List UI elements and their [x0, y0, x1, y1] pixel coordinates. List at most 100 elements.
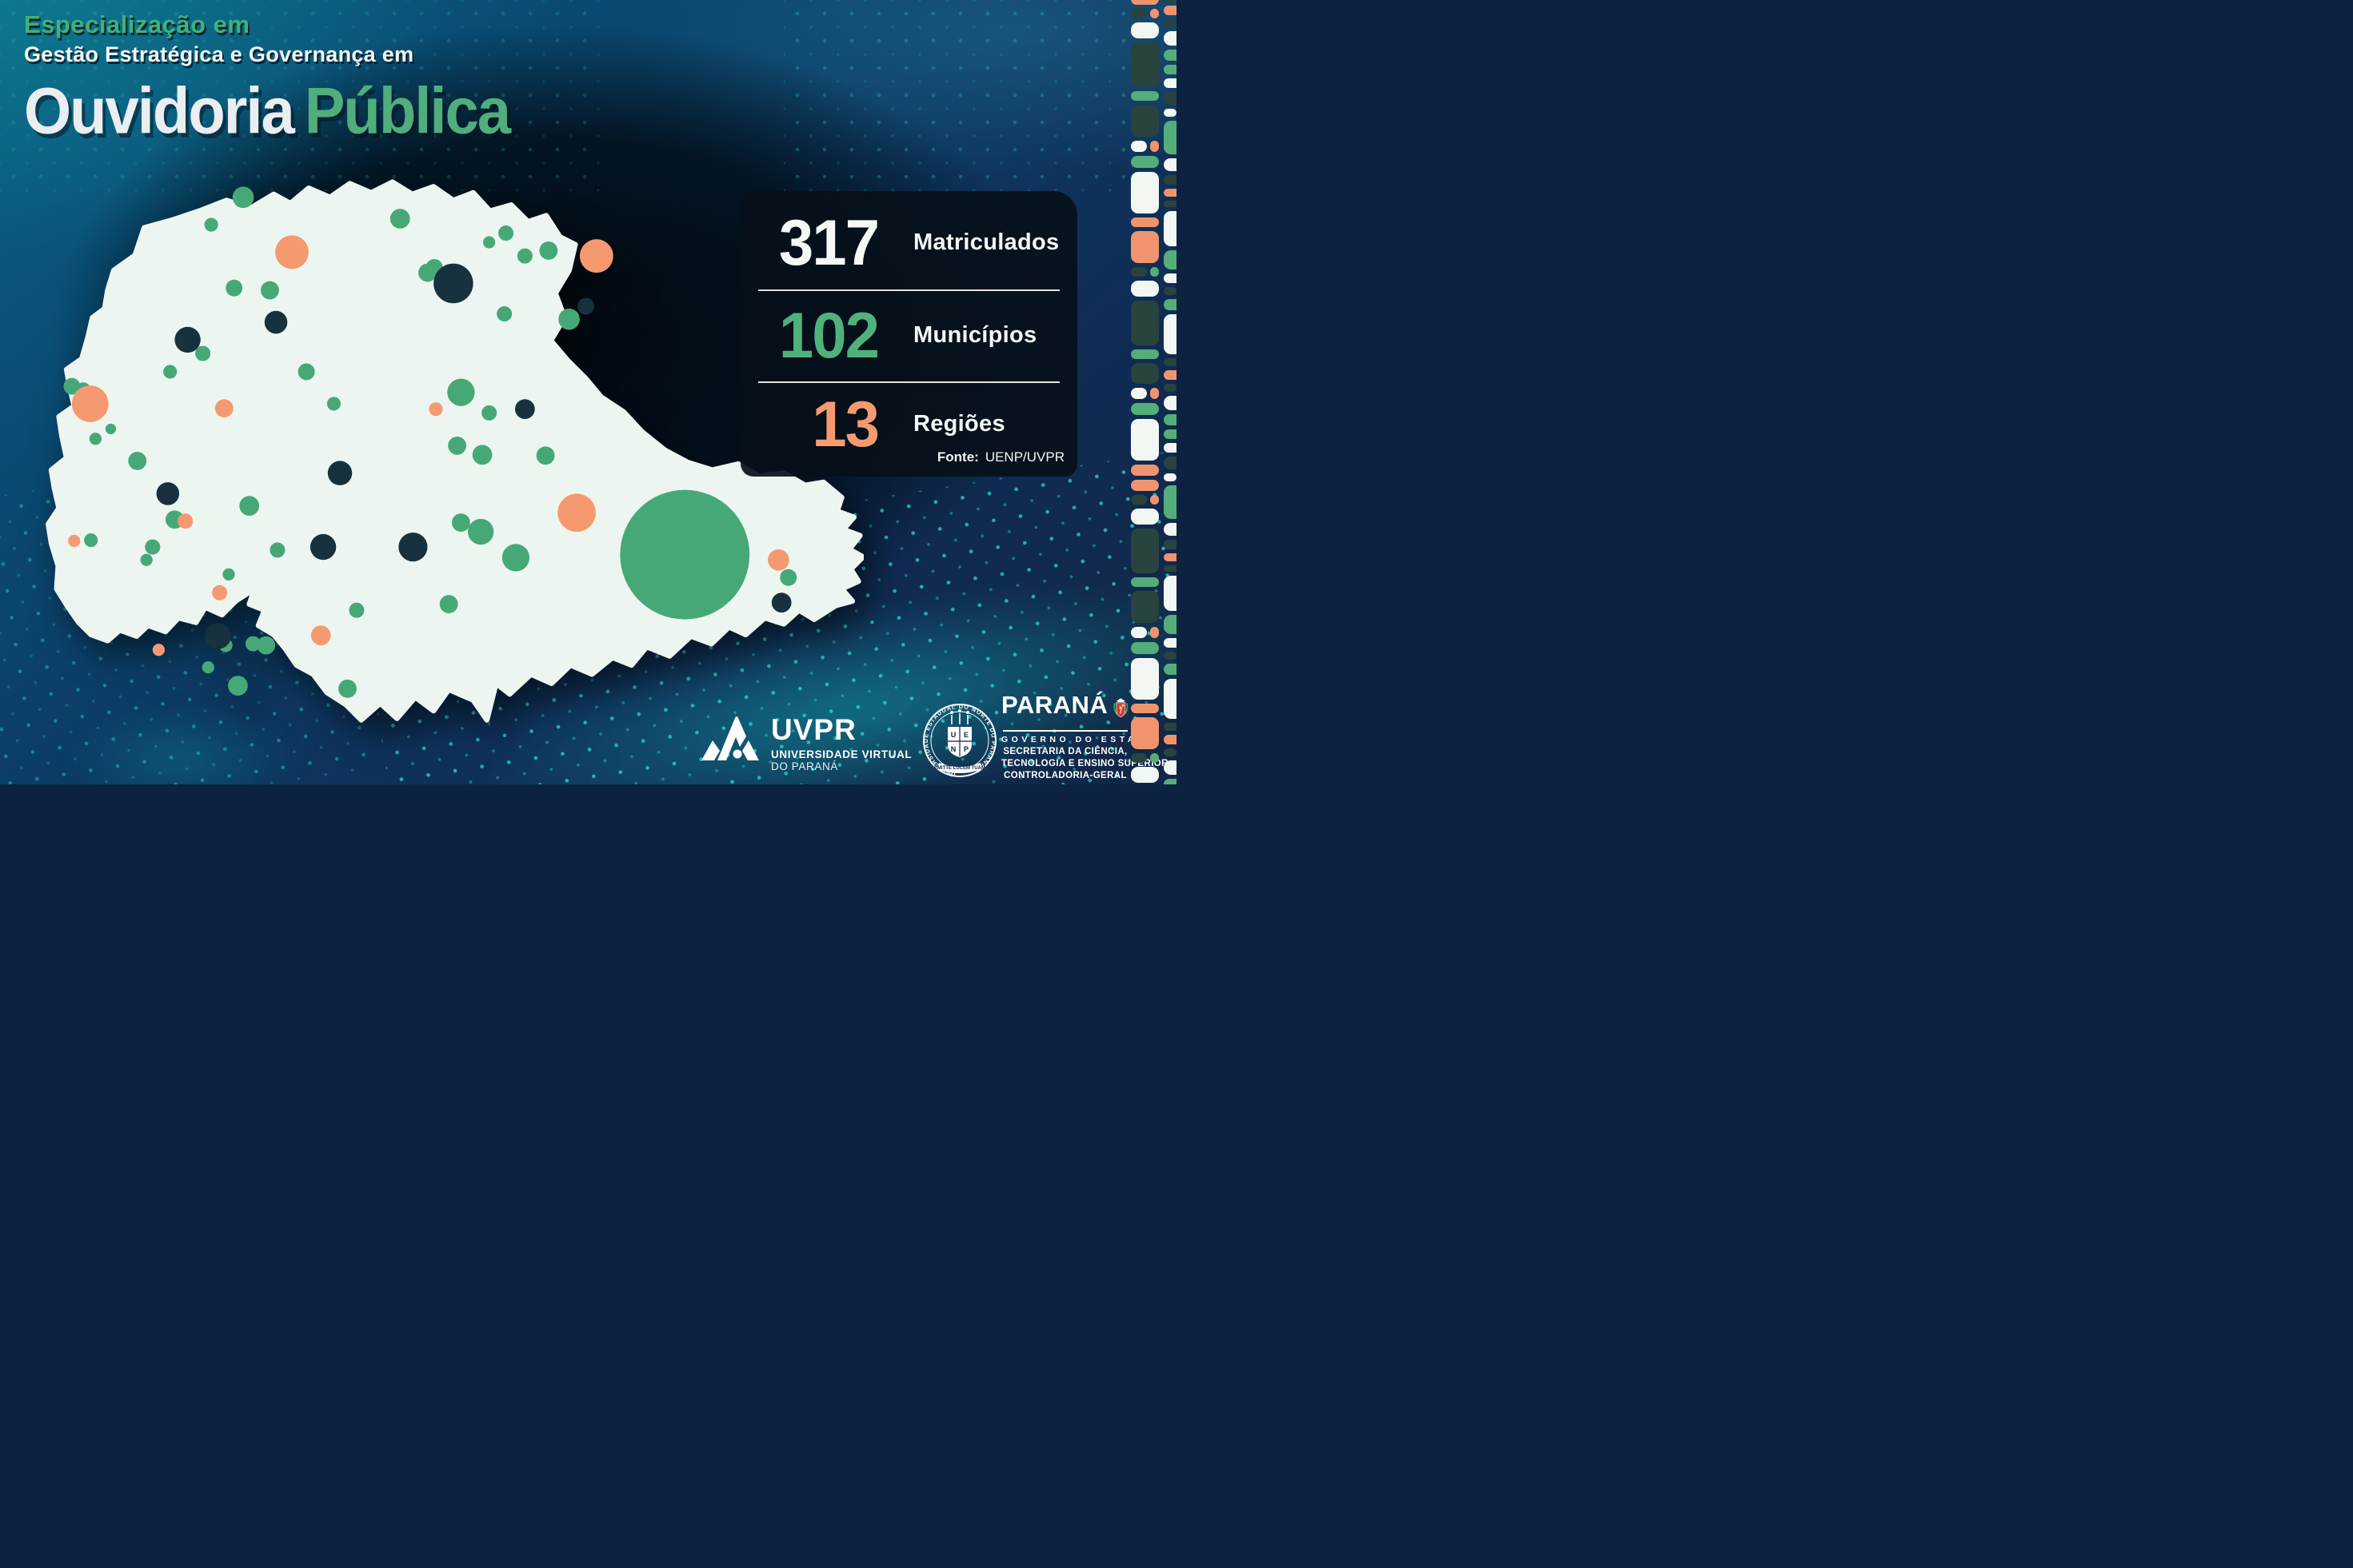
municipality-bubble — [195, 345, 211, 361]
mosaic-bubble — [1131, 388, 1160, 399]
mosaic-bubble — [1164, 638, 1176, 648]
municipality-bubble — [202, 661, 214, 674]
municipality-bubble — [105, 423, 117, 435]
municipality-bubble — [298, 363, 315, 381]
municipality-bubble — [68, 534, 81, 548]
stats-divider-2 — [758, 381, 1060, 383]
mosaic-bubble — [1131, 480, 1160, 491]
title-main-white: Ouvidoria — [24, 74, 295, 148]
uenp-torches-icon — [950, 709, 969, 724]
mosaic-bubble — [1164, 273, 1176, 283]
source-value: UENP/UVPR — [985, 449, 1065, 465]
svg-text:E: E — [964, 731, 969, 739]
uenp-seal: UNIVERSIDADE ESTADUAL DO NORTE DO PARANÁ… — [921, 700, 998, 784]
parana-secretaria-line1: SECRETARIA DA CIÊNCIA, — [1003, 747, 1128, 756]
municipality-bubble — [517, 248, 533, 264]
mosaic-bubble — [1164, 175, 1176, 185]
municipality-bubble — [472, 445, 493, 465]
municipality-bubble — [178, 513, 194, 529]
mosaic-bubble — [1131, 495, 1160, 505]
mosaic-bubble — [1131, 231, 1160, 263]
mosaic-bubble — [1131, 577, 1160, 587]
mosaic-bubble — [1164, 748, 1176, 756]
mosaic-bubble — [1164, 457, 1176, 469]
municipality-bubble — [84, 533, 98, 548]
footer-logos: UVPR UNIVERSIDADE VIRTUAL DO PARANÁ UNIV… — [0, 680, 1176, 784]
mosaic-bubble — [1131, 419, 1160, 461]
mosaic-bubble — [1131, 627, 1160, 638]
municipality-bubble — [429, 402, 443, 417]
mosaic-bubble — [1131, 529, 1160, 573]
stat-row-matriculados: 317 Matriculados — [741, 204, 1077, 281]
mosaic-bubble — [1131, 301, 1160, 345]
teal-glow-bottom-left — [48, 680, 384, 784]
municipality-bubble — [205, 623, 231, 649]
mosaic-bubble — [1164, 473, 1176, 481]
municipality-bubble — [498, 225, 514, 241]
mosaic-bubble — [1164, 65, 1176, 74]
mosaic-bubble — [1164, 779, 1176, 784]
mosaic-bubble — [1164, 92, 1176, 105]
mosaic-bubble — [1164, 414, 1176, 425]
infographic-poster: Especialização em Gestão Estratégica e G… — [0, 0, 1176, 784]
mosaic-bubble — [1164, 523, 1176, 536]
mosaic-bubble — [1164, 370, 1176, 380]
mosaic-bubble — [1164, 158, 1176, 171]
municipality-bubble — [439, 595, 458, 613]
mosaic-bubble — [1164, 615, 1176, 634]
municipality-bubble — [222, 568, 235, 581]
municipality-bubble — [448, 436, 467, 455]
mosaic-bubble — [1164, 31, 1176, 46]
title-kicker: Especialização em — [24, 10, 250, 38]
municipality-bubble — [140, 553, 153, 566]
source-label: Fonte: — [937, 449, 979, 465]
municipality-bubble — [310, 533, 337, 561]
municipality-bubble — [577, 297, 594, 315]
municipality-bubbles — [63, 186, 797, 698]
mosaic-bubble — [1131, 0, 1160, 5]
mosaic-bubble — [1131, 363, 1160, 384]
parana-bubble-map — [22, 178, 866, 726]
mosaic-bubble — [1164, 287, 1176, 295]
uvpr-acronym: UVPR — [771, 713, 857, 746]
svg-text:N: N — [951, 745, 957, 753]
stat-label-regioes: Regiões — [913, 410, 1005, 437]
source-note: Fonte: UENP/UVPR — [937, 449, 1065, 465]
mosaic-bubble — [1131, 642, 1160, 654]
dot-pattern-top-left — [0, 0, 608, 200]
stats-divider-1 — [758, 289, 1060, 291]
stat-value-municipios: 102 — [778, 297, 880, 372]
mosaic-bubble — [1131, 658, 1160, 700]
mosaic-bubble — [1131, 22, 1160, 38]
mosaic-bubble — [1131, 465, 1160, 476]
mosaic-bubble — [1131, 349, 1160, 359]
municipality-bubble — [71, 385, 109, 422]
mosaic-bubble — [1164, 201, 1176, 207]
municipality-bubble — [771, 592, 792, 613]
mosaic-bubble — [1131, 42, 1160, 87]
mosaic-bubble — [1164, 0, 1176, 2]
mosaic-bubble — [1164, 652, 1176, 660]
mosaic-bubble — [1164, 485, 1176, 519]
mosaic-bubble — [1131, 281, 1160, 297]
municipality-bubble — [557, 493, 596, 533]
municipality-bubble — [214, 399, 234, 418]
uvpr-logo-mark — [701, 716, 759, 760]
municipality-bubble — [349, 602, 365, 618]
mosaic-bubble — [1131, 704, 1160, 713]
municipality-bubble — [264, 310, 288, 334]
municipality-bubble — [226, 279, 243, 297]
stat-row-regioes: 13 Regiões — [741, 387, 1077, 461]
municipality-bubble — [152, 644, 166, 656]
mosaic-bubble — [1164, 679, 1176, 719]
mosaic-bubble — [1131, 9, 1160, 18]
uvpr-logo: UVPR UNIVERSIDADE VIRTUAL DO PARANÁ — [701, 715, 912, 772]
stat-label-municipios: Municípios — [913, 321, 1037, 348]
uvpr-wordmark: UVPR UNIVERSIDADE VIRTUAL DO PARANÁ — [771, 715, 912, 772]
mosaic-bubble — [1131, 717, 1160, 749]
mosaic-bubble — [1131, 403, 1160, 415]
mosaic-bubble — [1131, 753, 1160, 763]
mosaic-bubble — [1164, 78, 1176, 88]
municipality-bubble — [390, 209, 410, 229]
municipality-bubble — [270, 542, 286, 558]
